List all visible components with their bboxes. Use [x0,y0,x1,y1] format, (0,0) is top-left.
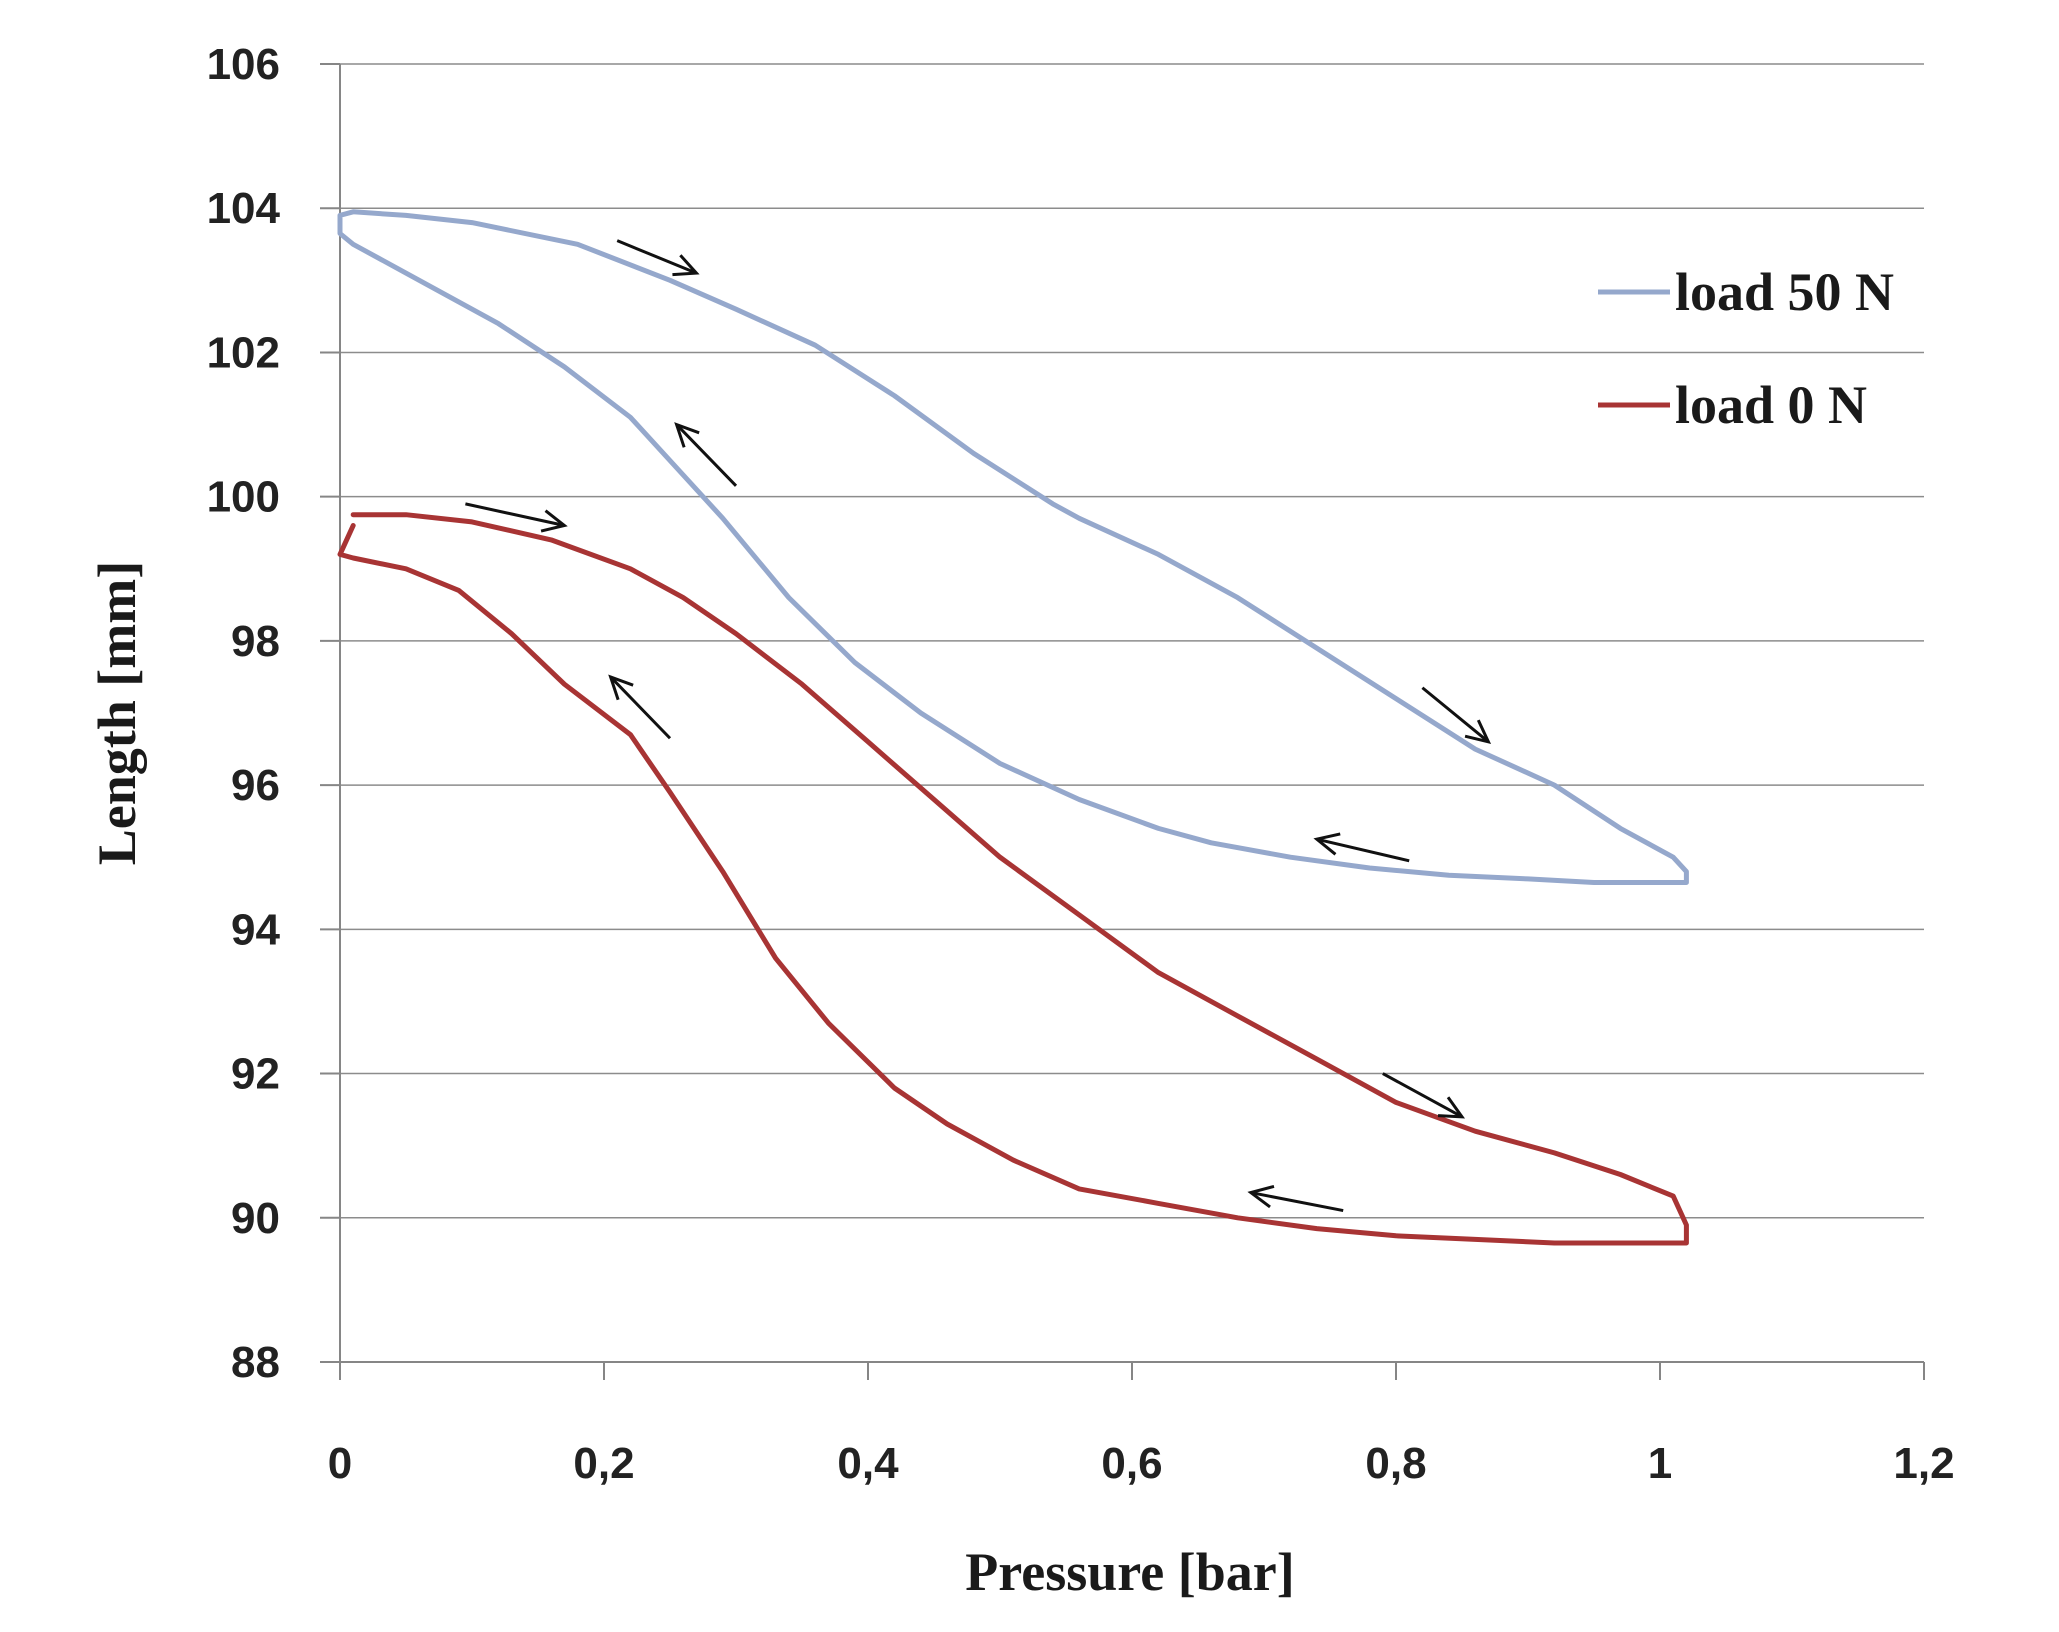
x-tick-label: 0,6 [1101,1439,1162,1488]
gridlines [320,63,1925,1380]
arrow-head [1313,832,1341,856]
arrow-shaft [1421,686,1490,744]
arrow-shaft [616,239,697,275]
arrow-head [1437,1096,1466,1119]
arrow-shaft [465,502,565,527]
legend: load 50 N load 0 N [1598,262,1894,435]
tick-labels: 88 90 92 94 96 98 100 102 104 106 0 0,2 0,4 0,6 0,8 1 1,… [207,40,1955,1488]
series-lines [337,209,1689,1246]
series-line-load-50 [337,209,1689,885]
direction-arrow [608,674,672,740]
arrow-shaft [1250,1191,1344,1213]
arrow-shaft [675,423,738,487]
direction-arrow [1421,686,1492,745]
direction-arrow [616,239,700,277]
x-tick-label: 1,2 [1893,1439,1954,1488]
y-axis-title: Length [mm] [87,561,147,865]
x-axis-title: Pressure [bar] [965,1542,1294,1602]
y-tick-label: 88 [231,1338,280,1387]
direction-arrow [1247,1184,1344,1213]
direction-arrow [674,422,738,487]
y-tick-label: 100 [207,473,280,522]
x-tick-label: 0 [328,1439,352,1488]
arrow-head [1247,1184,1275,1209]
y-tick-label: 94 [231,905,280,954]
series-line-load-0 [337,512,1689,1246]
arrow-head [540,509,568,533]
arrow-head [672,254,700,277]
axes [320,64,1924,1363]
y-tick-label: 98 [231,617,280,666]
arrow-shaft [609,675,672,740]
direction-arrows [465,239,1492,1213]
arrow-shaft [1382,1072,1463,1119]
y-tick-label: 104 [207,184,281,233]
arrow-head [1464,719,1492,745]
arrow-shaft [1316,837,1410,863]
legend-label-load-0: load 0 N [1675,375,1867,435]
arrow-head [608,674,634,701]
y-tick-label: 106 [207,40,280,89]
x-tick-label: 1 [1648,1439,1672,1488]
y-tick-label: 96 [231,761,280,810]
y-tick-label: 90 [231,1194,280,1243]
x-tick-label: 0,4 [837,1439,899,1488]
x-tick-label: 0,8 [1365,1439,1426,1488]
legend-label-load-50: load 50 N [1675,262,1894,322]
arrow-head [674,422,700,448]
direction-arrow [465,502,568,533]
y-tick-label: 92 [231,1050,280,1099]
direction-arrow [1313,832,1410,863]
x-tick-label: 0,2 [573,1439,634,1488]
direction-arrow [1382,1072,1466,1119]
y-tick-label: 102 [207,328,280,377]
